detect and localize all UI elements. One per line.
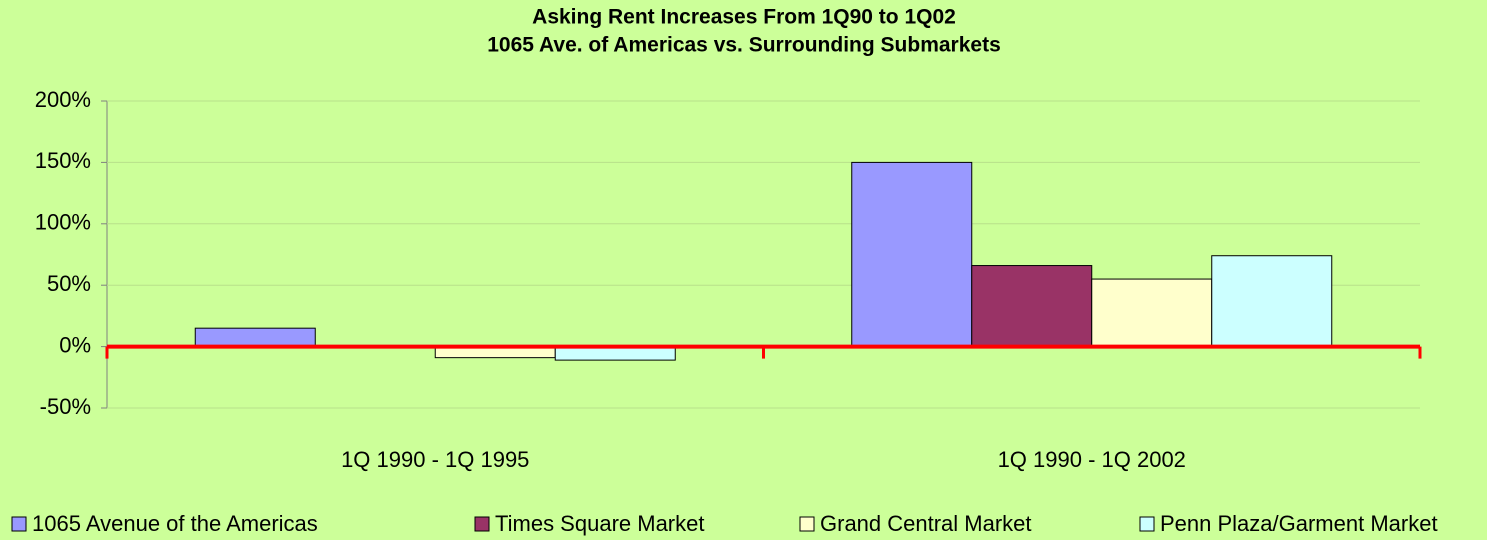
legend-swatch [799, 516, 815, 532]
bar [851, 161, 973, 348]
chart-title: Asking Rent Increases From 1Q90 to 1Q02 [532, 6, 956, 29]
bar [1211, 255, 1333, 348]
legend-label: 1065 Avenue of the Americas [32, 511, 318, 536]
y-tick-label: 100% [35, 210, 91, 235]
y-tick-label: 0% [59, 332, 91, 357]
legend-label: Times Square Market [495, 511, 704, 536]
legend-swatch [1139, 516, 1155, 532]
legend-swatch [11, 516, 27, 532]
chart-subtitle: 1065 Ave. of Americas vs. Surrounding Su… [487, 34, 1001, 57]
y-tick-label: 150% [35, 148, 91, 173]
legend-swatch [474, 516, 490, 532]
y-tick-label: 200% [35, 87, 91, 112]
legend-label: Penn Plaza/Garment Market [1160, 511, 1438, 536]
legend-label: Grand Central Market [820, 511, 1032, 536]
bar [1091, 278, 1213, 348]
y-tick-label: 50% [47, 271, 91, 296]
x-tick-label: 1Q 1990 - 1Q 1995 [341, 447, 529, 472]
y-tick-label: -50% [40, 394, 91, 419]
bar [194, 327, 316, 348]
x-tick-label: 1Q 1990 - 1Q 2002 [998, 447, 1186, 472]
bar [971, 265, 1093, 348]
bar [554, 346, 676, 361]
